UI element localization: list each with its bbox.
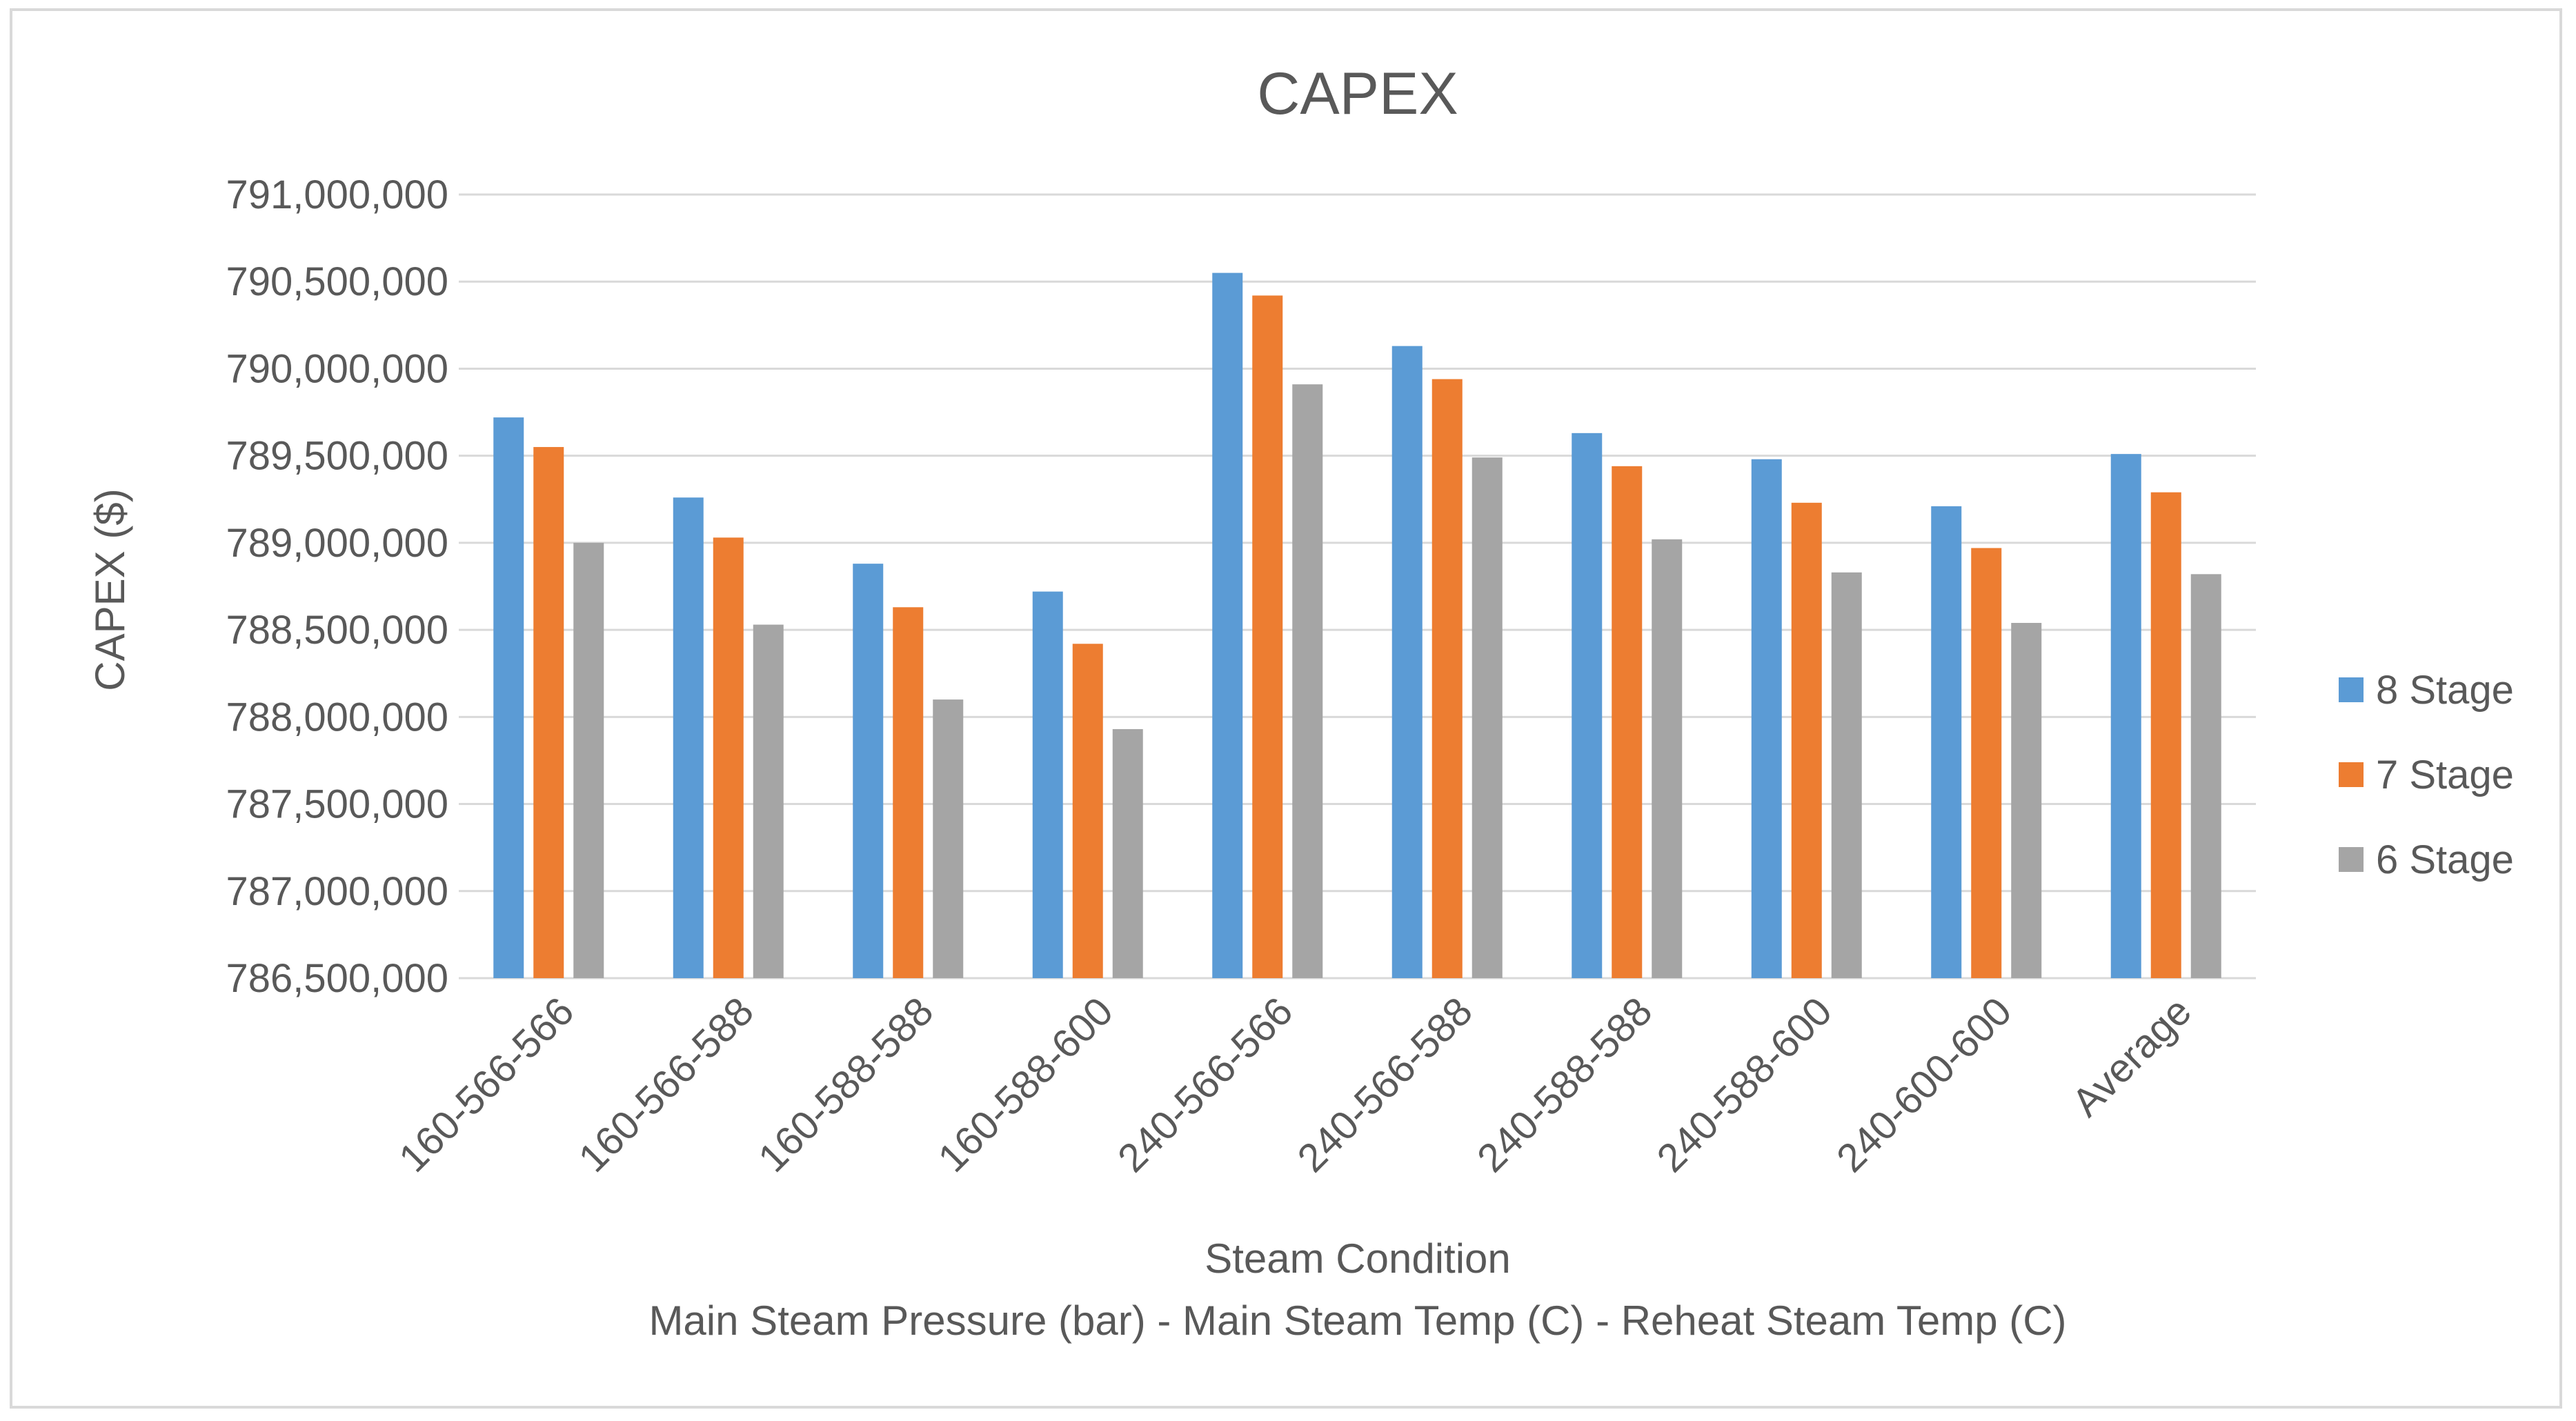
bar-8-stage-160-566-588	[673, 497, 704, 978]
y-tick-label: 788,500,000	[226, 608, 448, 653]
bar-6-stage-160-566-588	[753, 624, 784, 978]
bar-7-stage-160-566-566	[533, 447, 564, 978]
y-tick-label: 790,000,000	[226, 346, 448, 391]
legend-swatch-7-stage	[2339, 762, 2364, 787]
bar-6-stage-240-588-588	[1652, 539, 1683, 978]
bar-8-stage-240-566-566	[1212, 272, 1243, 979]
y-tick-label: 791,000,000	[226, 172, 448, 217]
bar-7-stage-160-588-588	[893, 607, 924, 978]
bar-7-stage-240-588-600	[1791, 502, 1822, 978]
x-tick-label: Average	[2063, 988, 2200, 1125]
legend-label: 8 Stage	[2376, 668, 2514, 713]
bar-6-stage-average	[2190, 574, 2221, 978]
bar-8-stage-160-588-600	[1032, 591, 1063, 978]
x-tick-label: 160-566-588	[570, 988, 762, 1181]
bar-8-stage-240-588-588	[1572, 433, 1603, 978]
x-tick-label: 240-566-566	[1109, 988, 1302, 1181]
x-axis-subtitle: Main Steam Pressure (bar) - Main Steam T…	[648, 1298, 2066, 1344]
y-tick-label: 787,000,000	[226, 869, 448, 914]
bar-8-stage-160-588-588	[853, 564, 884, 978]
bar-7-stage-160-566-588	[713, 537, 744, 978]
y-axis-title: CAPEX ($)	[87, 488, 133, 690]
bar-8-stage-240-566-588	[1391, 346, 1423, 978]
y-tick-label: 789,000,000	[226, 521, 448, 566]
y-tick-label: 788,000,000	[226, 695, 448, 739]
x-tick-label: 240-566-588	[1289, 988, 1481, 1181]
bar-8-stage-average	[2110, 454, 2141, 978]
y-tick-label: 786,500,000	[226, 956, 448, 1001]
legend-swatch-6-stage	[2339, 847, 2364, 872]
bar-8-stage-160-566-566	[493, 417, 524, 978]
bar-6-stage-240-600-600	[2011, 623, 2042, 978]
bar-6-stage-240-588-600	[1831, 572, 1862, 978]
x-tick-label: 240-600-600	[1828, 988, 2021, 1181]
x-tick-label: 160-566-566	[390, 988, 583, 1181]
y-tick-label: 790,500,000	[226, 259, 448, 304]
bar-6-stage-240-566-588	[1472, 457, 1503, 978]
x-axis-tick-labels: 160-566-566160-566-588160-588-588160-588…	[390, 988, 2200, 1181]
bar-6-stage-160-588-588	[933, 699, 964, 978]
legend: 8 Stage 7 Stage 6 Stage	[2339, 668, 2514, 882]
bar-7-stage-240-600-600	[1971, 548, 2002, 978]
bar-6-stage-160-588-600	[1112, 729, 1143, 978]
legend-label: 6 Stage	[2376, 837, 2514, 882]
x-axis-title: Steam Condition	[1205, 1235, 1511, 1282]
chart-title: CAPEX	[1257, 61, 1458, 127]
bar-7-stage-240-588-588	[1612, 466, 1643, 978]
bar-8-stage-240-600-600	[1931, 506, 1962, 978]
bar-7-stage-240-566-588	[1431, 379, 1463, 978]
bar-7-stage-average	[2150, 492, 2181, 978]
bar-6-stage-160-566-566	[573, 542, 604, 978]
y-tick-label: 789,500,000	[226, 434, 448, 479]
x-tick-label: 240-588-600	[1648, 988, 1841, 1181]
bar-7-stage-160-588-600	[1072, 644, 1103, 978]
y-tick-label: 787,500,000	[226, 782, 448, 827]
bar-6-stage-240-566-566	[1292, 384, 1323, 978]
x-tick-label: 160-588-600	[929, 988, 1122, 1181]
bar-7-stage-240-566-566	[1252, 295, 1283, 978]
legend-label: 7 Stage	[2376, 753, 2514, 797]
x-tick-label: 160-588-588	[750, 988, 942, 1181]
legend-swatch-8-stage	[2339, 677, 2364, 702]
y-axis-tick-labels: 786,500,000 787,000,000 787,500,000 788,000…	[226, 172, 448, 1001]
x-tick-label: 240-588-588	[1469, 988, 1661, 1181]
bar-8-stage-240-588-600	[1751, 459, 1782, 978]
bars	[493, 272, 2221, 979]
